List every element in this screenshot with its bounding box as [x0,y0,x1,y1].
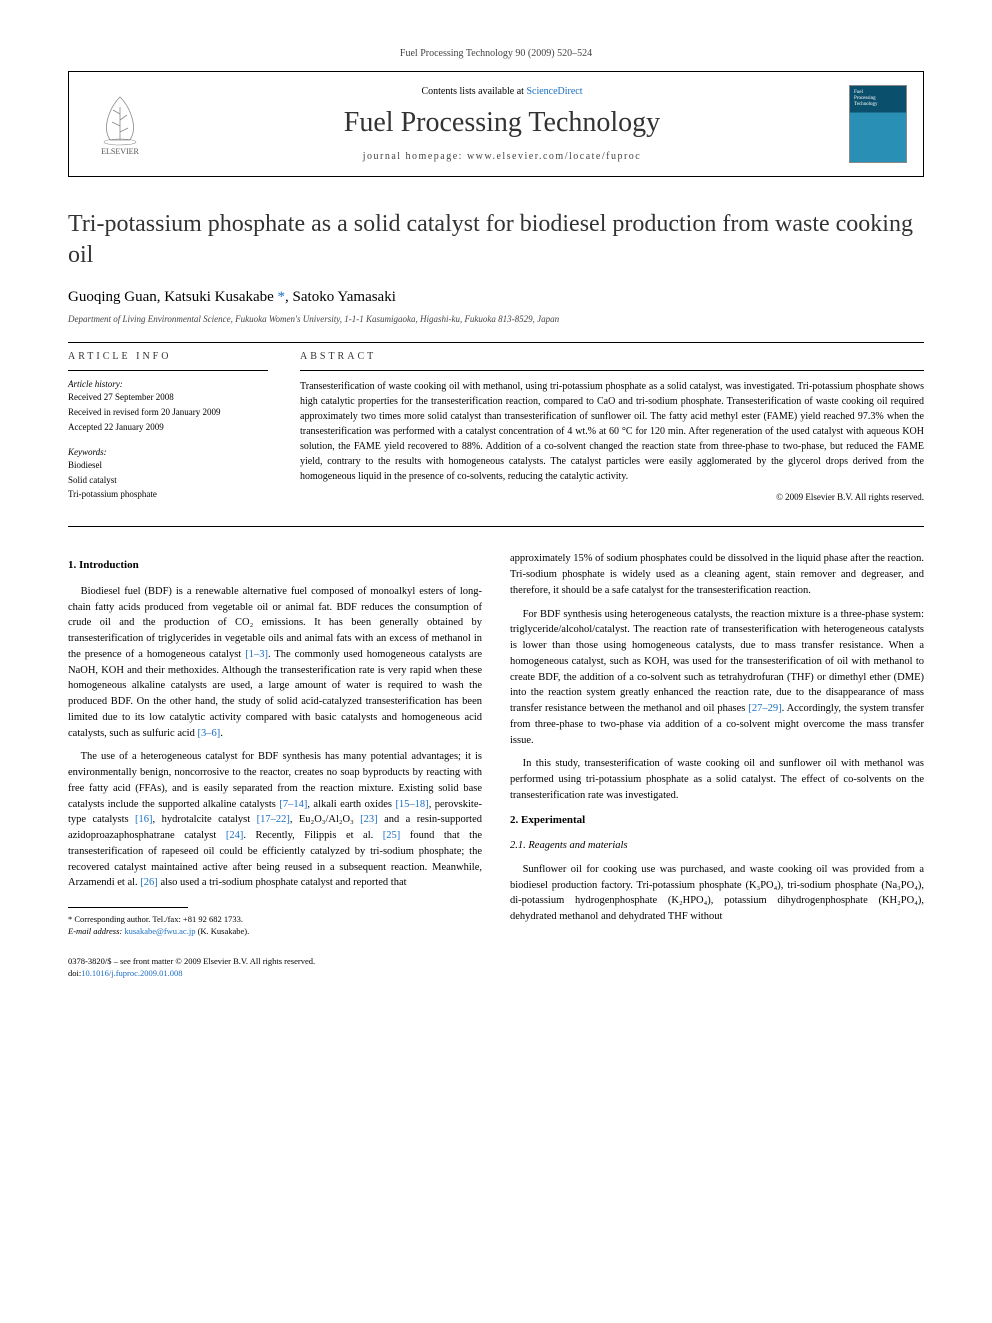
section-heading-experimental: 2. Experimental [510,812,924,829]
ref-link[interactable]: [16] [135,814,153,825]
article-info-block: article info Article history: Received 2… [68,351,268,502]
paragraph: approximately 15% of sodium phosphates c… [510,551,924,598]
doi-link[interactable]: 10.1016/j.fuproc.2009.01.008 [81,968,182,978]
elsevier-tree-icon [95,92,145,147]
corresponding-marker[interactable]: * [278,289,286,305]
keyword: Tri-potassium phosphate [68,488,268,501]
abstract-copyright: © 2009 Elsevier B.V. All rights reserved… [300,492,924,502]
ref-link[interactable]: [3–6] [197,728,220,739]
authors-tail: , Satoko Yamasaki [285,289,396,305]
ref-link[interactable]: [26] [140,877,158,888]
footer-doi-line: doi:10.1016/j.fuproc.2009.01.008 [68,968,924,980]
ref-link[interactable]: [1–3] [245,649,268,660]
homepage-prefix: journal homepage: [363,151,467,162]
authors-names: Guoqing Guan, Katsuki Kusakabe [68,289,278,305]
email-line: E-mail address: kusakabe@fwu.ac.jp (K. K… [68,926,482,938]
affiliation: Department of Living Environmental Scien… [68,314,924,324]
email-label: E-mail address: [68,926,124,936]
divider [68,342,924,343]
paragraph: Biodiesel fuel (BDF) is a renewable alte… [68,584,482,742]
ref-link[interactable]: [17–22] [257,814,290,825]
keyword: Solid catalyst [68,474,268,487]
abstract-heading: abstract [300,351,924,362]
publisher-logo: ELSEVIER [85,84,155,164]
history-revised: Received in revised form 20 January 2009 [68,406,268,419]
para-text: , Eu₂O₃/Al₂O₃ [290,814,360,825]
column-right: approximately 15% of sodium phosphates c… [510,551,924,938]
masthead: ELSEVIER Contents lists available at Sci… [68,71,924,177]
homepage-line: journal homepage: www.elsevier.com/locat… [155,151,849,162]
footnote-block: * Corresponding author. Tel./fax: +81 92… [68,914,482,938]
article-title: Tri-potassium phosphate as a solid catal… [68,209,924,271]
page-footer: 0378-3820/$ – see front matter © 2009 El… [68,956,924,980]
divider [300,370,924,371]
para-text: , hydrotalcite catalyst [153,814,257,825]
subsection-heading-reagents: 2.1. Reagents and materials [510,838,924,854]
info-abstract-row: article info Article history: Received 2… [68,351,924,502]
keyword: Biodiesel [68,459,268,472]
article-info-heading: article info [68,351,268,362]
ref-link[interactable]: [7–14] [279,799,307,810]
abstract-block: abstract Transesterification of waste co… [300,351,924,502]
homepage-url: www.elsevier.com/locate/fuproc [467,151,641,162]
ref-link[interactable]: [25] [383,830,401,841]
paragraph: Sunflower oil for cooking use was purcha… [510,862,924,925]
footnote-separator [68,907,188,908]
history-label: Article history: [68,379,268,389]
para-text: , alkali earth oxides [307,799,395,810]
keywords-label: Keywords: [68,447,268,457]
paragraph: The use of a heterogeneous catalyst for … [68,749,482,891]
divider [68,370,268,371]
para-text: For BDF synthesis using heterogeneous ca… [510,609,924,715]
abstract-text: Transesterification of waste cooking oil… [300,379,924,484]
ref-link[interactable]: [27–29] [748,703,781,714]
page-root: Fuel Processing Technology 90 (2009) 520… [0,0,992,1028]
section-heading-intro: 1. Introduction [68,557,482,574]
keywords-block: Keywords: Biodiesel Solid catalyst Tri-p… [68,447,268,501]
contents-prefix: Contents lists available at [421,86,526,97]
body-columns: 1. Introduction Biodiesel fuel (BDF) is … [68,551,924,938]
divider [68,526,924,527]
authors-line: Guoqing Guan, Katsuki Kusakabe *, Satoko… [68,289,924,306]
para-text: also used a tri-sodium phosphate catalys… [158,877,407,888]
email-tail: (K. Kusakabe). [195,926,249,936]
para-text: . Recently, Filippis et al. [243,830,382,841]
sciencedirect-link[interactable]: ScienceDirect [526,86,582,97]
para-text: . The commonly used homogeneous catalyst… [68,649,482,739]
para-text: . [220,728,223,739]
ref-link[interactable]: [15–18] [395,799,428,810]
history-received: Received 27 September 2008 [68,391,268,404]
contents-line: Contents lists available at ScienceDirec… [155,86,849,97]
doi-prefix: doi: [68,968,81,978]
ref-link[interactable]: [24] [226,830,244,841]
corresponding-author: * Corresponding author. Tel./fax: +81 92… [68,914,482,926]
paragraph: For BDF synthesis using heterogeneous ca… [510,607,924,749]
journal-name: Fuel Processing Technology [155,107,849,139]
masthead-center: Contents lists available at ScienceDirec… [155,86,849,162]
history-accepted: Accepted 22 January 2009 [68,421,268,434]
ref-link[interactable]: [23] [360,814,378,825]
column-left: 1. Introduction Biodiesel fuel (BDF) is … [68,551,482,938]
journal-cover-thumbnail [849,85,907,163]
footer-copyright: 0378-3820/$ – see front matter © 2009 El… [68,956,924,968]
running-head: Fuel Processing Technology 90 (2009) 520… [68,48,924,59]
email-link[interactable]: kusakabe@fwu.ac.jp [124,926,195,936]
paragraph: In this study, transesterification of wa… [510,756,924,803]
publisher-name: ELSEVIER [101,147,139,156]
